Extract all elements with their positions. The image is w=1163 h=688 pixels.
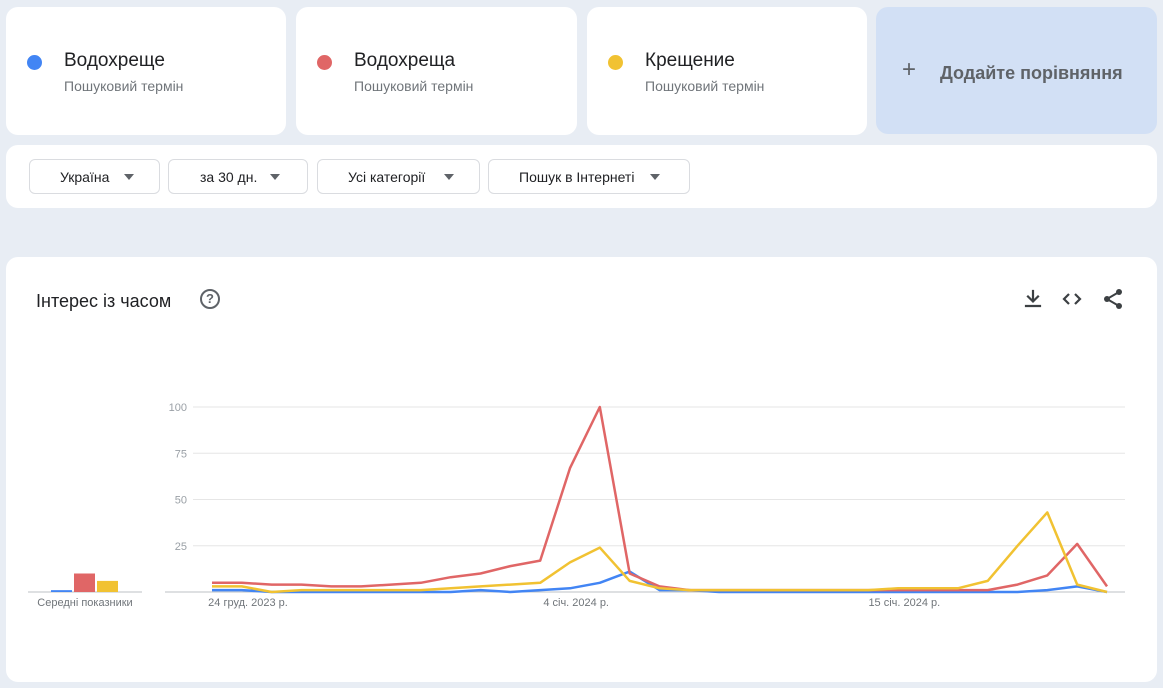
time-range-dropdown-label: за 30 дн.: [200, 169, 258, 185]
search-term-card-2[interactable]: Водохреща Пошуковий термін: [296, 7, 577, 135]
search-type-dropdown[interactable]: Пошук в Інтернеті: [488, 159, 690, 194]
y-tick-label: 100: [169, 402, 187, 414]
share-icon[interactable]: [1101, 287, 1125, 311]
search-term-name[interactable]: Крещение: [645, 50, 735, 71]
caret-down-icon: [650, 174, 660, 180]
search-term-name[interactable]: Водохреща: [354, 50, 456, 71]
add-comparison-button[interactable]: + Додайте порівняння: [876, 7, 1157, 134]
averages-label: Середні показники: [37, 597, 132, 609]
series-color-dot: [317, 55, 332, 70]
x-tick-label: 24 груд. 2023 р.: [208, 597, 288, 609]
download-icon[interactable]: [1021, 287, 1045, 311]
average-bar: [74, 573, 95, 592]
filter-bar: Україна за 30 дн. Усі категорії Пошук в …: [6, 145, 1157, 208]
interest-line-chart: 25 50 75 100 Середні показники 24 груд. 202…: [28, 402, 1125, 609]
caret-down-icon: [270, 174, 280, 180]
search-term-card-3[interactable]: Крещение Пошуковий термін: [587, 7, 867, 135]
y-tick-label: 75: [175, 448, 187, 460]
search-term-type: Пошуковий термін: [354, 78, 474, 94]
average-bar: [51, 590, 72, 592]
search-type-dropdown-label: Пошук в Інтернеті: [519, 169, 635, 185]
caret-down-icon: [124, 174, 134, 180]
series-color-dot: [608, 55, 623, 70]
plus-icon: +: [902, 56, 917, 83]
series-line-1[interactable]: [212, 570, 1108, 594]
region-dropdown[interactable]: Україна: [29, 159, 160, 194]
x-tick-label: 15 січ. 2024 р.: [868, 597, 940, 609]
embed-code-icon[interactable]: [1060, 287, 1084, 311]
search-term-type: Пошуковий термін: [64, 78, 184, 94]
series-line-2[interactable]: [212, 405, 1109, 592]
caret-down-icon: [444, 174, 454, 180]
series-line-3[interactable]: [212, 511, 1108, 594]
help-circle-icon[interactable]: ?: [200, 289, 220, 309]
series-color-dot: [27, 55, 42, 70]
x-tick-label: 4 січ. 2024 р.: [543, 597, 609, 609]
average-bar: [97, 580, 118, 592]
y-tick-label: 25: [175, 541, 187, 553]
y-tick-label: 50: [175, 495, 187, 507]
region-dropdown-label: Україна: [60, 169, 110, 185]
interest-over-time-panel: Інтерес із часом ? 25 50 75 100 Середні пок…: [6, 257, 1157, 682]
category-dropdown-label: Усі категорії: [348, 169, 426, 185]
add-comparison-label: Додайте порівняння: [940, 63, 1123, 83]
category-dropdown[interactable]: Усі категорії: [317, 159, 480, 194]
panel-title: Інтерес із часом: [36, 291, 172, 311]
search-term-type: Пошуковий термін: [645, 78, 765, 94]
search-term-name[interactable]: Водохреще: [64, 50, 165, 71]
search-term-card-1[interactable]: Водохреще Пошуковий термін: [6, 7, 286, 135]
time-range-dropdown[interactable]: за 30 дн.: [168, 159, 308, 194]
